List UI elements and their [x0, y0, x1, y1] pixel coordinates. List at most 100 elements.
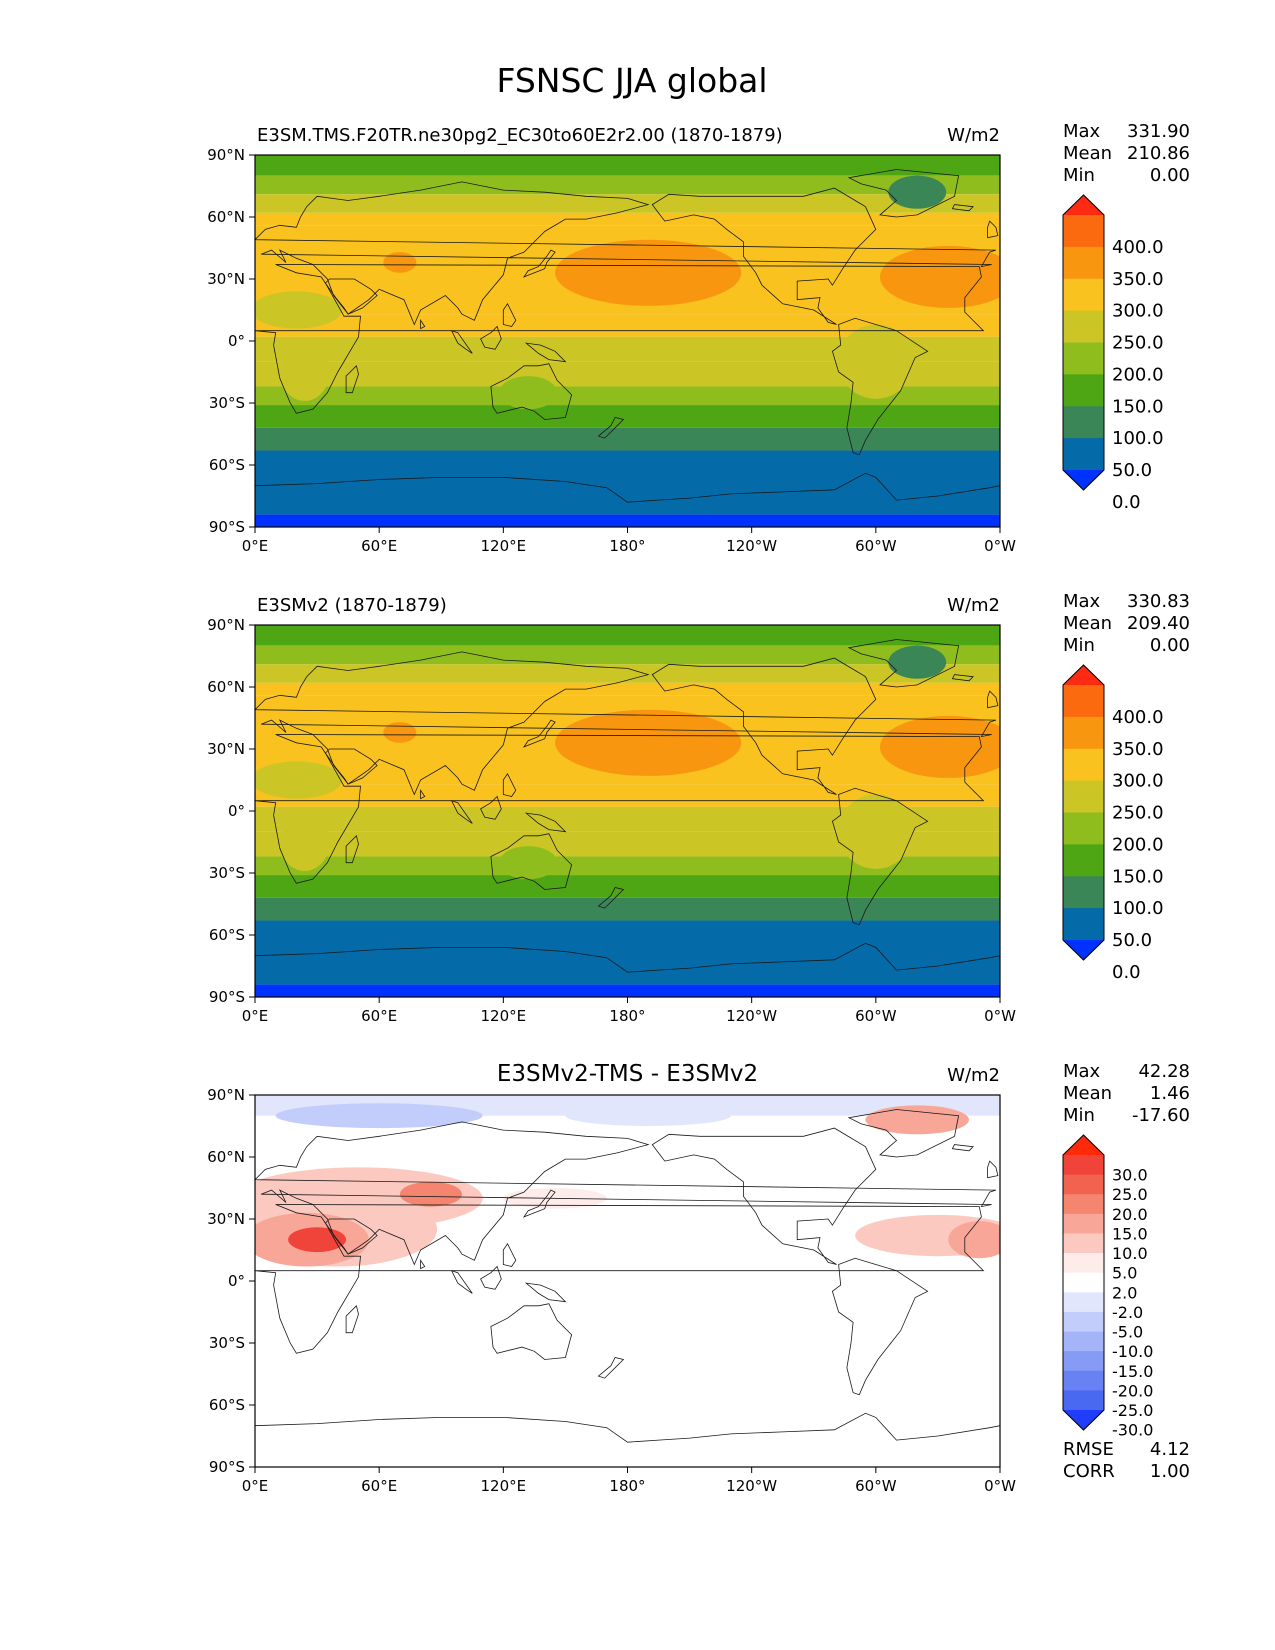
coastline-sumatra: [450, 1270, 473, 1294]
lat-tick-label: 30°N: [207, 740, 245, 758]
coastline-namerica: [651, 187, 877, 325]
lon-tick-label: 0°E: [242, 1007, 269, 1025]
colorbar: 30.025.020.015.010.05.02.0-2.0-5.0-10.0-…: [1062, 1134, 1153, 1440]
colorbar-segment: [1063, 1311, 1104, 1333]
coastline-antarctica: [255, 472, 1000, 527]
colorbar-label: -10.0: [1112, 1342, 1153, 1361]
colorbar-segment: [1063, 374, 1104, 407]
colorbar-extend-min: [1063, 470, 1104, 490]
colorbar-label: 0.0: [1112, 962, 1141, 983]
colorbar-extend-min: [1063, 1410, 1104, 1430]
coastline-gbritain: [987, 220, 999, 239]
colorbar-segment: [1063, 215, 1104, 248]
sahara-region: [255, 291, 342, 329]
lat-tick-label: 60°N: [207, 208, 245, 226]
colorbar-label: 15.0: [1112, 1224, 1148, 1243]
colorbar-label: -15.0: [1112, 1362, 1153, 1381]
stat-label-max: Max: [1063, 1061, 1101, 1082]
lat-tick-label: 90°S: [209, 1458, 245, 1476]
colorbar-segment: [1063, 1155, 1104, 1176]
australia-region: [499, 376, 558, 410]
greenland-ice: [888, 645, 947, 679]
lon-tick-label: 120°W: [726, 1007, 777, 1025]
colorbar-label: 100.0: [1112, 428, 1164, 449]
panel-test: E3SM.TMS.F20TR.ne30pg2_EC30to60E2r2.00 (…: [207, 121, 1190, 555]
coastline-japan: [522, 249, 556, 278]
coastline-philippines: [502, 773, 517, 797]
units-label: W/m2: [947, 125, 1000, 146]
colorbar-extend-max: [1063, 665, 1104, 685]
panel-title: E3SM.TMS.F20TR.ne30pg2_EC30to60E2r2.00 (…: [257, 125, 783, 146]
coastline-antarctica: [255, 1412, 1000, 1467]
lon-tick-label: 60°E: [361, 1477, 397, 1495]
colorbar-segment: [1063, 1253, 1104, 1274]
pacific-maximum: [555, 239, 742, 306]
stat-value-mean: 1.46: [1150, 1083, 1190, 1104]
colorbar-segment: [1063, 844, 1104, 877]
panels: E3SM.TMS.F20TR.ne30pg2_EC30to60E2r2.00 (…: [207, 121, 1190, 1495]
lat-tick-label: 60°S: [209, 456, 245, 474]
lat-tick-label: 60°N: [207, 678, 245, 696]
colorbar-segment: [1063, 876, 1104, 909]
colorbar-label: -30.0: [1112, 1421, 1153, 1440]
coastline-europe: [255, 1121, 997, 1266]
coastline-philippines: [502, 303, 517, 327]
stat-value-mean: 210.86: [1127, 143, 1190, 164]
coastline-iceland: [951, 674, 974, 682]
colorbar-label: -5.0: [1112, 1323, 1143, 1342]
colorbar-segment: [1063, 246, 1104, 280]
arctic-negative: [565, 1105, 731, 1126]
coastline-arabia: [324, 748, 378, 785]
stat-value-min: 0.00: [1150, 165, 1190, 186]
southern-africa: [279, 813, 330, 871]
lat-tick-label: 0°: [228, 332, 245, 350]
lat-tick-label: 60°N: [207, 1148, 245, 1166]
units-label: W/m2: [947, 595, 1000, 616]
stat-value-mean: 209.40: [1127, 613, 1190, 634]
colorbar-segment: [1063, 406, 1104, 439]
colorbar-label: 25.0: [1112, 1185, 1148, 1204]
lat-tick-label: 60°S: [209, 926, 245, 944]
panel-difference: E3SMv2-TMS - E3SMv2 W/m2 90°N 60°N 30°N 0° 30°…: [207, 1061, 1190, 1495]
colorbar-segment: [1063, 1370, 1104, 1391]
colorbar-segment: [1063, 780, 1104, 813]
coastlines: [255, 169, 1000, 527]
colorbar-segment: [1063, 438, 1104, 471]
colorbar-label: -2.0: [1112, 1303, 1143, 1322]
lon-tick-label: 120°E: [481, 1477, 527, 1495]
colorbar-label: 350.0: [1112, 739, 1164, 760]
coastline-antarctica: [255, 942, 1000, 997]
coastline-africa: [255, 1204, 985, 1354]
footer-label-rmse: RMSE: [1063, 1439, 1114, 1460]
stat-label-mean: Mean: [1063, 1083, 1112, 1104]
colorbar-label: 50.0: [1112, 930, 1152, 951]
coastline-europe: [255, 651, 997, 796]
stat-label-mean: Mean: [1063, 613, 1112, 634]
coastline-iceland: [951, 204, 974, 212]
stat-label-min: Min: [1063, 635, 1095, 656]
colorbar-label: 200.0: [1112, 834, 1164, 855]
figure-title: FSNSC JJA global: [496, 61, 767, 100]
coastlines: [255, 1109, 1000, 1467]
colorbar-label: 20.0: [1112, 1205, 1148, 1224]
coastline-newguinea: [524, 342, 567, 363]
lon-tick-label: 0°W: [984, 537, 1016, 555]
panel-reference: E3SMv2 (1870-1879) W/m2 90°N 60°N 30°N 0° 30°S…: [207, 591, 1190, 1025]
coastline-iceland: [951, 1144, 974, 1152]
colorbar-segment: [1063, 1390, 1104, 1411]
coastline-nz: [597, 417, 625, 439]
colorbar-label: 300.0: [1112, 771, 1164, 792]
coastline-japan: [522, 1189, 556, 1218]
stat-value-max: 42.28: [1138, 1061, 1190, 1082]
colorbar-segment: [1063, 685, 1104, 718]
lon-tick-label: 60°W: [855, 537, 897, 555]
stat-label-min: Min: [1063, 1105, 1095, 1126]
atlantic-maximum: [879, 245, 1000, 308]
lat-tick-label: 30°S: [209, 1334, 245, 1352]
pacific-maximum: [555, 709, 742, 776]
coastline-philippines: [502, 1243, 517, 1267]
footer-value-rmse: 4.12: [1150, 1439, 1190, 1460]
colorbar-label: -20.0: [1112, 1381, 1153, 1400]
colorbar-label: 150.0: [1112, 396, 1164, 417]
coastline-samerica: [831, 1257, 929, 1396]
